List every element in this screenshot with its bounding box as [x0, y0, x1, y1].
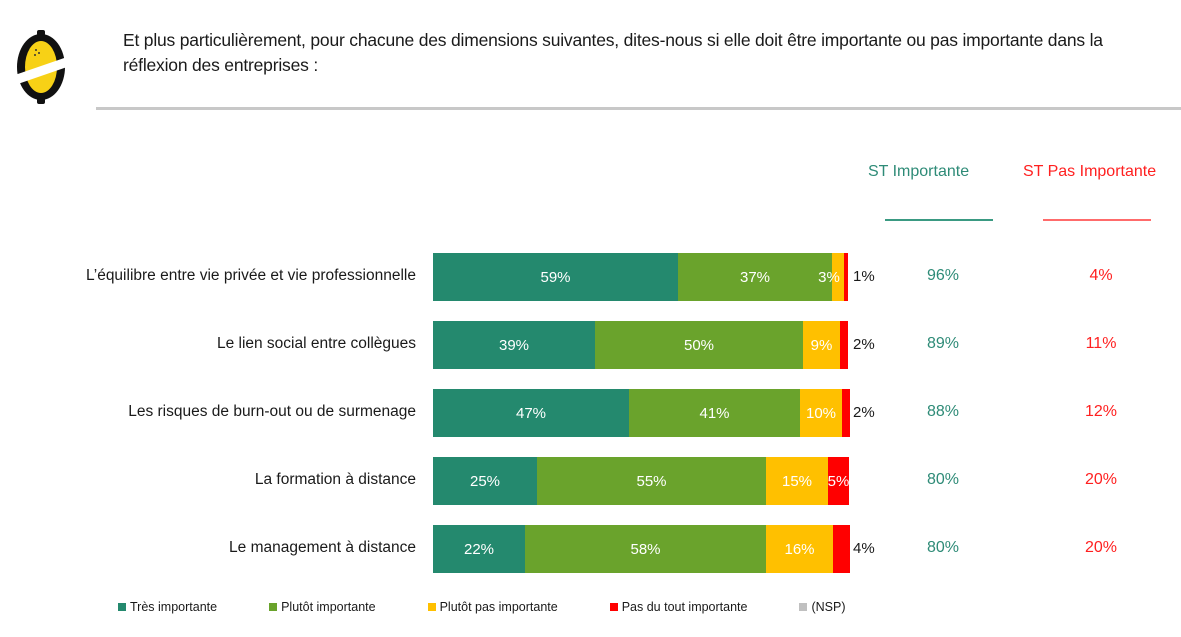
legend-label: Très importante [130, 600, 218, 614]
st-pas-importante-underline [1043, 219, 1151, 221]
legend-swatch-icon [269, 603, 278, 611]
bar-segment: 47% [433, 389, 629, 437]
stacked-bar: 47% 41% 10% [433, 389, 850, 437]
stacked-bar: 25% 55% 15% 5% [433, 457, 849, 505]
data-label: 25% [469, 472, 501, 490]
data-label: 16% [784, 540, 815, 558]
data-label: 41% [699, 404, 730, 422]
data-label: 9% [810, 336, 833, 354]
bar-segment: 58% [525, 525, 766, 573]
data-label: 50% [683, 336, 715, 354]
legend-item: Pas du tout importante [609, 600, 748, 614]
legend-swatch-icon [799, 603, 808, 611]
st-importante-value: 88% [927, 403, 960, 420]
data-label: 58% [630, 540, 661, 558]
bar-segment: 22% [433, 525, 525, 573]
data-label: 37% [739, 268, 771, 286]
data-label: 2% [853, 336, 875, 353]
bar-segment: 25% [433, 457, 537, 505]
bar-segment: 5% [828, 457, 849, 505]
chart-legend: Très importante Plutôt importante Plutôt p… [118, 600, 898, 614]
legend-swatch-icon [118, 603, 126, 611]
data-label: 47% [515, 404, 547, 422]
bar-segment: 37% [678, 253, 832, 301]
data-label: 59% [540, 268, 571, 286]
st-importante-header: ST Importante [868, 163, 970, 180]
st-pas-importante-value: 4% [1089, 267, 1113, 284]
st-pas-importante-value: 20% [1084, 471, 1118, 488]
bar-segment: 10% [800, 389, 842, 437]
legend-label: Plutôt pas importante [439, 600, 558, 614]
bar-segment: 59% [433, 253, 678, 301]
data-label: 22% [463, 540, 495, 558]
st-importante-value: 89% [927, 335, 960, 352]
bar-segment [833, 525, 850, 573]
bar-segment: 41% [629, 389, 800, 437]
legend-label: (NSP) [811, 600, 846, 614]
bar-segment: 16% [766, 525, 833, 573]
stacked-bar: 39% 50% 9% [433, 321, 848, 369]
bar-segment: 50% [595, 321, 803, 369]
data-label: 1% [853, 268, 875, 285]
bar-segment [844, 253, 848, 301]
legend-item: Plutôt importante [269, 600, 376, 614]
st-pas-importante-value: 11% [1085, 335, 1117, 352]
legend-item: Très importante [118, 600, 217, 614]
bar-segment [840, 321, 848, 369]
bar-segment: 55% [537, 457, 766, 505]
st-importante-value: 80% [927, 471, 960, 488]
st-pas-importante-header: ST Pas Importante [1023, 163, 1157, 180]
legend-swatch-icon [609, 603, 618, 611]
legend-swatch-icon [427, 603, 436, 611]
data-label: 10% [805, 404, 837, 422]
st-pas-importante-value: 12% [1084, 403, 1118, 420]
st-pas-importante-value: 20% [1084, 539, 1118, 556]
st-importante-value: 96% [927, 267, 960, 284]
legend-item: (NSP) [799, 600, 846, 614]
category-label: Le management à distance [229, 539, 416, 556]
data-label: 15% [781, 472, 813, 490]
category-label: La formation à distance [254, 471, 416, 488]
bar-segment [842, 389, 850, 437]
header-divider [96, 107, 1181, 110]
legend-item: Plutôt pas importante [427, 600, 558, 614]
bar-segment: 9% [803, 321, 840, 369]
st-importante-value: 80% [927, 539, 960, 556]
bar-segment: 39% [433, 321, 595, 369]
stacked-bar: 59% 37% 3% [433, 253, 848, 301]
bar-segment: 15% [766, 457, 828, 505]
bar-segment: 3% [818, 253, 844, 301]
lemon-logo-icon [12, 30, 70, 104]
question-text: Et plus particulièrement, pour chacune d… [123, 30, 1103, 75]
category-label: L’équilibre entre vie privée et vie prof… [85, 267, 416, 284]
legend-label: Pas du tout importante [621, 600, 748, 614]
data-label: 55% [636, 472, 667, 490]
data-label: 3% [818, 268, 840, 286]
data-label: 39% [498, 336, 530, 354]
stacked-bar: 22% 58% 16% [433, 525, 850, 573]
category-label: Les risques de burn-out ou de surmenage [128, 403, 416, 420]
data-label: 5% [827, 472, 850, 490]
st-importante-underline [885, 219, 993, 221]
data-label: 4% [853, 540, 875, 557]
category-label: Le lien social entre collègues [216, 335, 416, 352]
data-label: 2% [853, 404, 875, 421]
legend-label: Plutôt importante [281, 600, 376, 614]
